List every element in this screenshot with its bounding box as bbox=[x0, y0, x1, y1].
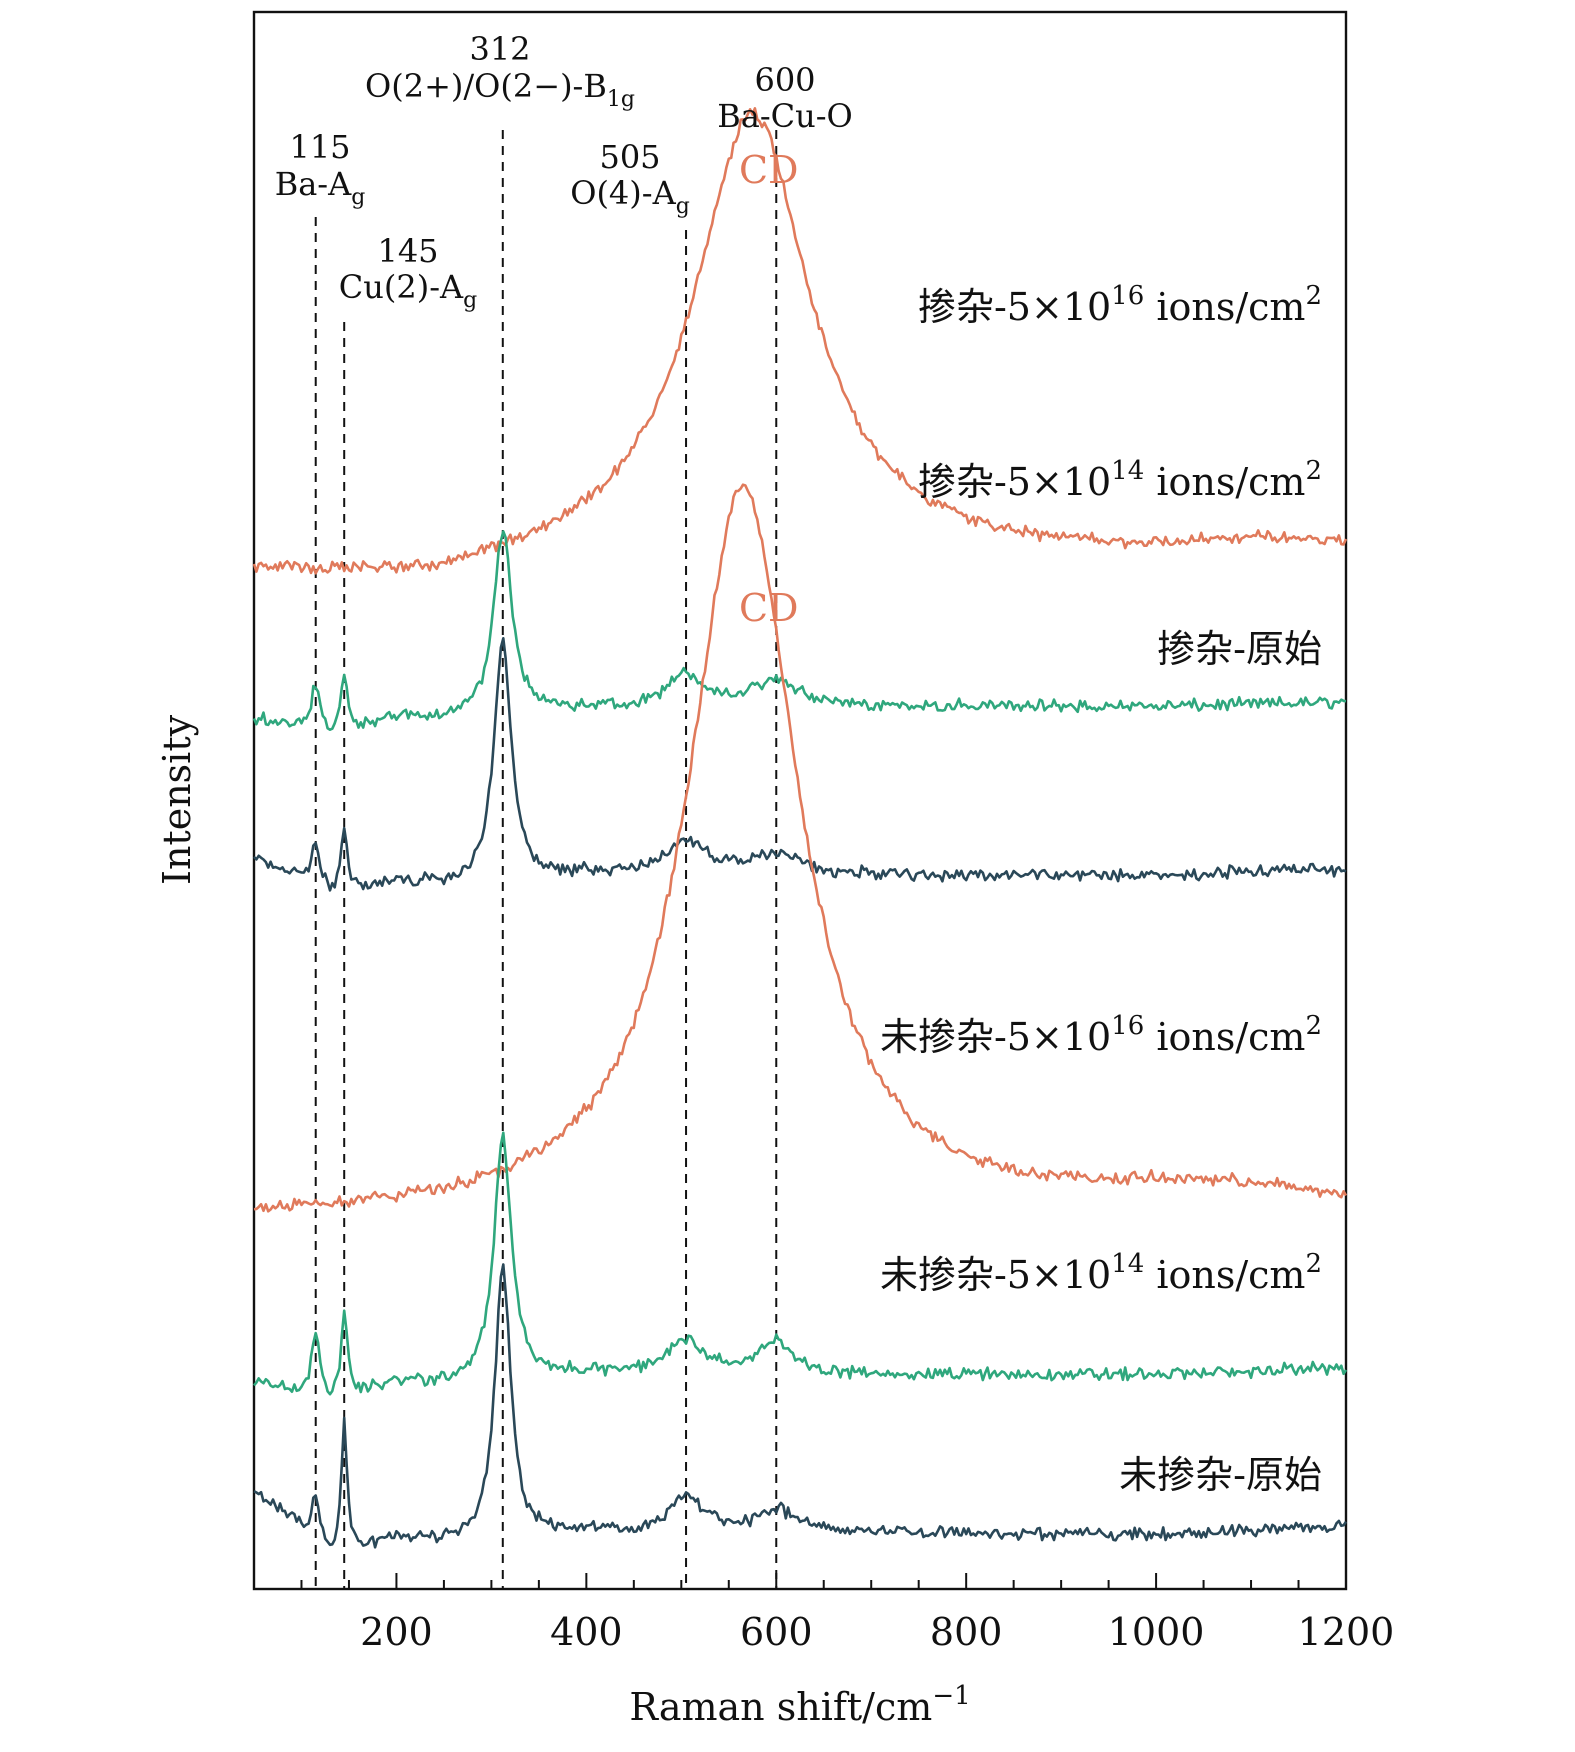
series-label-s1: 掺杂-5×1016 ions/cm2 bbox=[918, 281, 1322, 329]
x-axis-ticks: 200 400 600 800 1000 1200 bbox=[300, 1573, 1395, 1654]
peak-mode-text: Ba-Cu-O bbox=[717, 97, 853, 135]
series-label-text: 未掺杂-5×10 bbox=[880, 1015, 1111, 1059]
series-label-text: 未掺杂-原始 bbox=[1119, 1453, 1322, 1497]
x-tick-label-400: 400 bbox=[550, 1610, 623, 1654]
x-tick-label-200: 200 bbox=[360, 1610, 433, 1654]
series-label-text: 未掺杂-5×10 bbox=[880, 1253, 1111, 1297]
x-axis-label: Raman shift/cm−1 bbox=[629, 1681, 970, 1729]
peak-value-600: 600 bbox=[754, 61, 815, 99]
cd-label-s1: CD bbox=[739, 148, 799, 192]
spectrum-s6 bbox=[253, 1263, 1348, 1549]
peak-mode-sub: 1g bbox=[607, 87, 635, 112]
series-label-unit-exp: 2 bbox=[1305, 281, 1322, 311]
peak-value-115: 115 bbox=[289, 128, 350, 166]
series-label-text: 掺杂-原始 bbox=[1157, 627, 1322, 671]
cd-label-s4: CD bbox=[739, 586, 799, 630]
series-label-s2: 掺杂-5×1014 ions/cm2 bbox=[918, 456, 1322, 504]
peak-mode-text: Cu(2)-A bbox=[339, 268, 464, 306]
series-label-unit: ions/cm bbox=[1144, 1253, 1305, 1297]
x-axis-label-text: Raman shift/cm bbox=[629, 1685, 932, 1729]
peak-value-145: 145 bbox=[377, 232, 438, 270]
series-label-unit-exp: 2 bbox=[1305, 456, 1322, 486]
peak-value-312: 312 bbox=[469, 30, 530, 68]
spectrum-s2 bbox=[252, 530, 1347, 731]
x-tick-label-800: 800 bbox=[930, 1610, 1003, 1654]
series-label-exp: 16 bbox=[1111, 1011, 1144, 1041]
peak-value-505: 505 bbox=[599, 138, 660, 176]
peak-mode-text: O(2+)/O(2−)-B bbox=[365, 67, 607, 105]
reference-lines bbox=[314, 130, 778, 1589]
series-label-unit-exp: 2 bbox=[1305, 1249, 1322, 1279]
x-tick-label-1200: 1200 bbox=[1298, 1610, 1395, 1654]
series-label-s3: 掺杂-原始 bbox=[1157, 627, 1322, 671]
peak-mode-505: O(4)-Ag bbox=[570, 174, 690, 219]
series-label-exp: 16 bbox=[1111, 281, 1144, 311]
series-label-unit: ions/cm bbox=[1144, 285, 1305, 329]
peak-mode-145: Cu(2)-Ag bbox=[339, 268, 477, 313]
spectrum-s1 bbox=[252, 107, 1348, 575]
x-tick-label-600: 600 bbox=[740, 1610, 813, 1654]
peak-mode-text: Ba-A bbox=[275, 165, 352, 203]
series-label-s5: 未掺杂-5×1014 ions/cm2 bbox=[880, 1249, 1322, 1297]
peak-annotations: 115Ba-Ag145Cu(2)-Ag312O(2+)/O(2−)-B1g505… bbox=[275, 30, 853, 313]
peak-mode-115: Ba-Ag bbox=[275, 165, 366, 210]
peak-mode-sub: g bbox=[463, 288, 477, 313]
x-axis-label-sup: −1 bbox=[932, 1681, 970, 1711]
series-label-text: 掺杂-5×10 bbox=[918, 285, 1111, 329]
spectra: CD CD bbox=[252, 107, 1348, 1549]
spectrum-s3 bbox=[253, 637, 1347, 892]
series-label-exp: 14 bbox=[1111, 456, 1144, 486]
spectrum-s5 bbox=[252, 1131, 1348, 1396]
spectrum-s4 bbox=[253, 483, 1348, 1213]
series-label-unit: ions/cm bbox=[1144, 1015, 1305, 1059]
x-tick-label-1000: 1000 bbox=[1108, 1610, 1205, 1654]
series-label-unit: ions/cm bbox=[1144, 460, 1305, 504]
peak-mode-600: Ba-Cu-O bbox=[717, 97, 853, 135]
series-label-exp: 14 bbox=[1111, 1249, 1144, 1279]
peak-mode-312: O(2+)/O(2−)-B1g bbox=[365, 67, 635, 112]
series-label-text: 掺杂-5×10 bbox=[918, 460, 1111, 504]
series-label-unit-exp: 2 bbox=[1305, 1011, 1322, 1041]
y-axis-label: Intensity bbox=[155, 714, 199, 885]
peak-mode-sub: g bbox=[351, 185, 365, 210]
peak-mode-text: O(4)-A bbox=[570, 174, 676, 212]
series-label-s6: 未掺杂-原始 bbox=[1119, 1453, 1322, 1497]
series-label-s4: 未掺杂-5×1016 ions/cm2 bbox=[880, 1011, 1322, 1059]
plot-frame bbox=[252, 10, 1348, 1591]
peak-mode-sub: g bbox=[676, 194, 690, 219]
